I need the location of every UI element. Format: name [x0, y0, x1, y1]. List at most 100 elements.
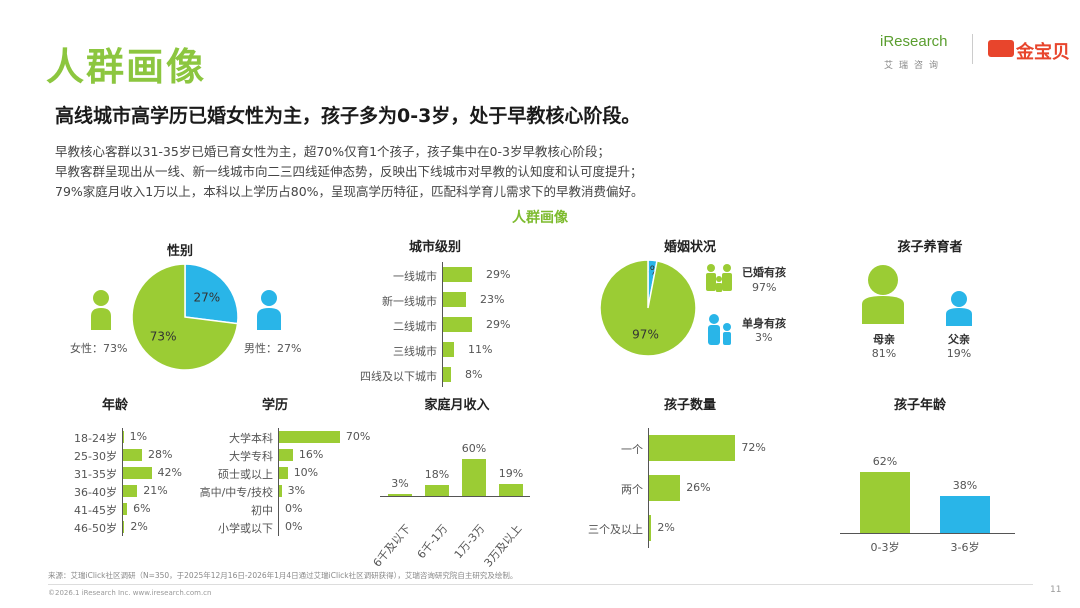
- bar: [443, 367, 451, 382]
- income-chart-title: 家庭月收入: [424, 398, 490, 413]
- bar: [279, 485, 282, 497]
- bar: [279, 431, 340, 443]
- pie-slice-男性: [184, 263, 239, 325]
- page-number: 11: [1050, 585, 1062, 595]
- bar-category-label: 一线城市: [393, 269, 437, 283]
- iresearch-logo: iResearch: [880, 33, 948, 50]
- bar-category-label: 二线城市: [393, 319, 437, 333]
- bar-value-label: 60%: [461, 441, 487, 455]
- male-person-icon: [257, 290, 281, 330]
- bar-value-label: 42%: [157, 466, 182, 479]
- marital-legend-married-label: 已婚有孩: [742, 266, 786, 279]
- bar-value-label: 26%: [686, 481, 711, 494]
- section-title: 人群画像: [512, 210, 568, 226]
- bar: [123, 431, 124, 443]
- caregiver-chart-title: 孩子养育者: [897, 240, 963, 255]
- pie-slice-label: 73%: [150, 329, 177, 343]
- bar: [462, 458, 486, 496]
- bar-value-label: 29%: [486, 317, 511, 331]
- bar: [649, 515, 652, 541]
- footer-copyright: ©2026.1 iResearch Inc. www.iresearch.com…: [48, 589, 212, 597]
- bar-value-label: 21%: [143, 484, 168, 497]
- age-chart-title: 年龄: [101, 398, 128, 413]
- bar-value-label: 18%: [424, 467, 450, 481]
- bar-value-label: 6%: [133, 502, 151, 515]
- caregiver-father-value: 19%: [946, 347, 972, 360]
- bar-axis: [278, 428, 279, 536]
- bar: [123, 503, 128, 515]
- bar: [123, 449, 143, 461]
- bar: [123, 521, 125, 533]
- bar: [860, 472, 910, 533]
- bar-category-label: 高中/中专/技校: [199, 486, 273, 499]
- bar-category-label: 18-24岁: [74, 432, 117, 445]
- bar-category-label: 46-50岁: [74, 522, 117, 535]
- bar-value-label: 16%: [298, 448, 324, 461]
- bar: [649, 435, 736, 461]
- gender-female-legend: 女性：73%: [70, 342, 128, 355]
- bar-category-label: 36-40岁: [74, 486, 117, 499]
- education-bar-chart: 大学本科 70% 大学专科 16% 硕士或以上 10% 高中/中专/技校 3% 初中 0% 小学或以…: [185, 428, 380, 538]
- bar-value-label: 3%: [287, 484, 306, 497]
- gender-male-legend: 男性：27%: [244, 342, 302, 355]
- bar-category-label: 硕士或以上: [218, 468, 273, 481]
- bar: [123, 485, 138, 497]
- age-bar-chart: 18-24岁 1% 25-30岁 28% 31-35岁 42% 36-40岁 21% 41-45…: [55, 428, 210, 538]
- pie-slice-label: 27%: [194, 291, 221, 305]
- bar-value-label: 72%: [741, 441, 766, 454]
- city-bar-chart: 一线城市 29% 新一线城市 23% 二线城市 29% 三线城市 11% 四线及以下城市 8%: [340, 262, 540, 387]
- bar: [499, 484, 523, 496]
- father-icon: [946, 291, 972, 326]
- caregiver-mother-label: 母亲: [873, 333, 895, 346]
- marital-legend-single-label: 单身有孩: [742, 317, 786, 330]
- bar-value-label: 23%: [480, 292, 505, 306]
- city-chart-title: 城市级别: [408, 240, 461, 255]
- caregiver-father-label: 父亲: [948, 333, 970, 346]
- bar-value-label: 8%: [465, 367, 483, 381]
- bar-axis: [442, 262, 443, 387]
- bar: [279, 449, 293, 461]
- footer-divider: [48, 584, 1033, 585]
- family-icon: [706, 264, 732, 292]
- bar-category-label: 四线及以下城市: [360, 369, 437, 383]
- bar-value-label: 0%: [285, 502, 303, 515]
- bar-value-label: 19%: [498, 467, 524, 481]
- bar: [940, 495, 990, 533]
- bar-category-label: 三线城市: [393, 344, 437, 358]
- headline: 高线城市高学历已婚女性为主，孩子多为0-3岁，处于早教核心阶段。: [55, 105, 641, 127]
- bar-value-label: 38%: [952, 478, 978, 492]
- children-chart-title: 孩子数量: [663, 398, 716, 413]
- bar: [388, 494, 412, 496]
- children-bar-chart: 一个 72% 两个 26% 三个及以上 2%: [560, 428, 790, 550]
- bar-category-label: 新一线城市: [382, 294, 437, 308]
- bar-category-label: 3-6岁: [950, 541, 980, 554]
- bar-category-label: 41-45岁: [74, 504, 117, 517]
- bar: [443, 292, 466, 307]
- bar-category-label: 三个及以上: [588, 523, 643, 536]
- pie-slice-label: 97%: [632, 327, 659, 341]
- iresearch-logo-subtitle: 艾瑞咨询: [884, 61, 945, 71]
- logo-divider: [972, 34, 973, 64]
- bar-axis: [648, 428, 649, 548]
- bar-value-label: 3%: [391, 477, 409, 491]
- page-title: 人群画像: [46, 45, 207, 89]
- marital-chart-title: 婚姻状况: [663, 240, 716, 255]
- bar-category-label: 小学或以下: [218, 522, 273, 535]
- bar-axis: [840, 533, 1015, 534]
- bar-value-label: 2%: [657, 521, 675, 534]
- mother-icon: [862, 265, 904, 324]
- child-age-chart-title: 孩子年龄: [893, 398, 946, 413]
- education-chart-title: 学历: [261, 398, 288, 413]
- bar-category-label: 一个: [621, 443, 643, 456]
- bar-axis: [380, 496, 530, 497]
- gender-pie: 27% 73%: [131, 263, 239, 371]
- bar-category-label: 两个: [621, 483, 643, 496]
- bar-category-label: 31-35岁: [74, 468, 117, 481]
- bar-value-label: 1%: [129, 430, 148, 443]
- bar-value-label: 2%: [130, 520, 148, 533]
- bar-value-label: 0%: [285, 520, 303, 533]
- bar: [443, 267, 472, 282]
- bar: [123, 467, 152, 479]
- bar: [443, 317, 472, 332]
- marital-legend-married-value: 97%: [752, 281, 777, 294]
